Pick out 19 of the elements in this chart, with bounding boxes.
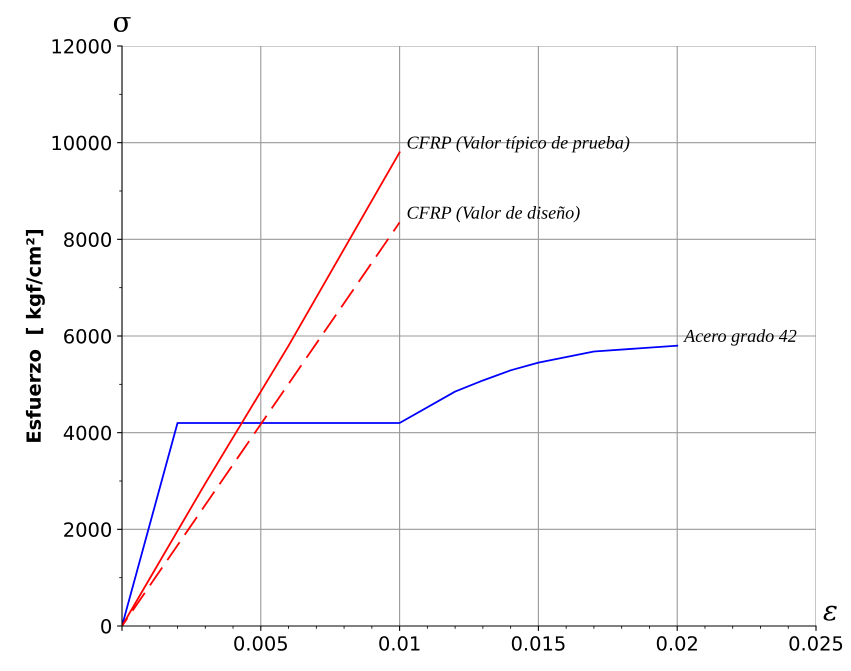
x-tick-label: 0.02 bbox=[656, 636, 697, 651]
y-tick-label: 8000 bbox=[64, 232, 111, 247]
x-tick-label: 0.005 bbox=[234, 636, 287, 651]
series-label: Acero grado 42 bbox=[683, 329, 796, 346]
y-tick-label: 10000 bbox=[52, 136, 111, 150]
y-tick-label: 2000 bbox=[64, 522, 111, 537]
text: σ bbox=[114, 17, 131, 32]
x-tick-label: 0.01 bbox=[379, 636, 420, 651]
y-tick-label: 12000 bbox=[52, 38, 111, 54]
y-tick-label: 0 bbox=[101, 618, 111, 634]
line-series bbox=[122, 344, 678, 626]
x-axis-title: ε bbox=[824, 606, 837, 621]
x-tick-label: 0.025 bbox=[789, 636, 842, 651]
y-axis-title: Esfuerzo [ kgf/cm²] bbox=[26, 230, 45, 442]
series-label: CFRP (Valor de diseño) bbox=[408, 206, 580, 222]
series-label: CFRP (Valor típico de prueba) bbox=[408, 136, 630, 152]
y-tick-label: 4000 bbox=[64, 426, 111, 440]
x-tick-label: 0.015 bbox=[512, 636, 565, 651]
y-tick-label: 6000 bbox=[64, 328, 111, 344]
